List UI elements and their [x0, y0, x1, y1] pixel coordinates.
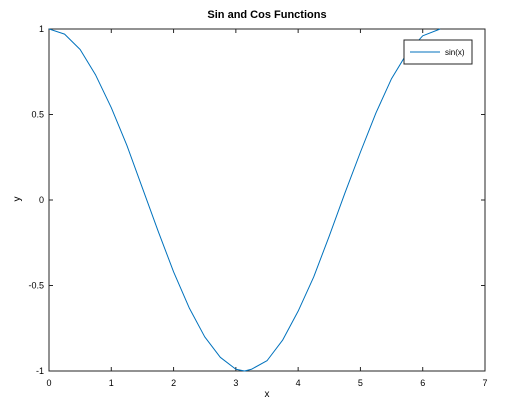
y-tick-label: -1	[36, 366, 44, 376]
y-tick-label: 1	[39, 24, 44, 34]
legend-label: sin(x)	[445, 48, 465, 57]
x-tick-label: 6	[420, 378, 425, 388]
x-axis-label: x	[265, 389, 270, 400]
y-tick-label: 0	[39, 195, 44, 205]
x-tick-label: 3	[233, 378, 238, 388]
series-line-0	[49, 28, 441, 372]
x-tick-label: 0	[46, 378, 51, 388]
chart-title: Sin and Cos Functions	[207, 9, 326, 21]
x-tick-label: 1	[109, 378, 114, 388]
plot-layer: 0 1 2 3 4 5 6 7 -1 -0.5 0 0.5 1 sin(x)	[28, 24, 487, 388]
y-tick-label: -0.5	[28, 281, 44, 291]
x-tick-label: 5	[358, 378, 363, 388]
y-tick-label: 0.5	[31, 110, 44, 120]
x-tick-label: 4	[296, 378, 301, 388]
plot-area-box	[48, 28, 486, 372]
y-axis-label: y	[12, 197, 23, 202]
x-tick-label: 2	[171, 378, 176, 388]
x-tick-label: 7	[482, 378, 487, 388]
